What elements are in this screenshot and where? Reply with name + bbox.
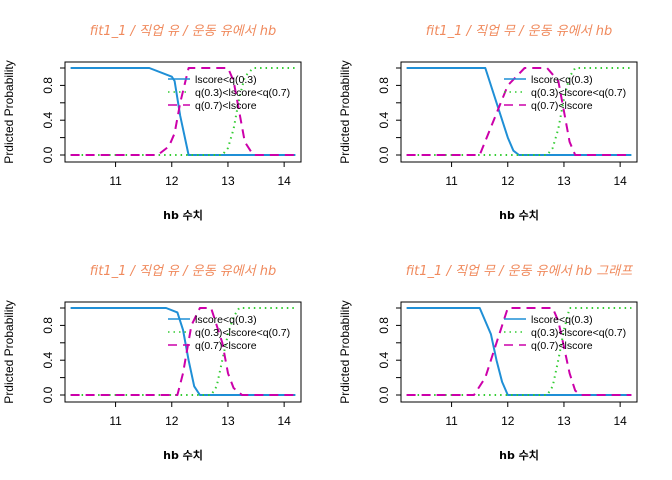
legend-label-1: lscore<q(0.3): [531, 314, 593, 326]
series-line-2: [406, 307, 632, 396]
series-line-3: [406, 67, 632, 156]
x-tick-label: 12: [165, 174, 179, 188]
series-line-2: [70, 67, 296, 156]
x-tick-label: 13: [221, 174, 235, 188]
x-tick-label: 11: [445, 174, 458, 188]
x-tick-label: 14: [277, 174, 291, 188]
series-line-3: [70, 307, 296, 396]
x-tick-label: 12: [501, 414, 515, 428]
legend-label-2: q(0.3)<lscore<q(0.7): [195, 87, 290, 99]
legend-label-1: lscore<q(0.3): [195, 74, 257, 86]
chart-title: fit1_1 / 직업 무 / 운동 유에서 hb: [426, 24, 612, 39]
series-line-1: [406, 67, 632, 156]
legend-label-3: q(0.7)<lscore: [531, 100, 593, 112]
x-tick-label: 11: [445, 414, 458, 428]
x-tick-label: 14: [613, 174, 627, 188]
legend-label-2: q(0.3)<lscore<q(0.7): [531, 87, 626, 99]
chart-title: fit1_1 / 직업 유 / 운동 유에서 hb: [90, 24, 276, 39]
y-axis-label: Prdicted Probability: [338, 60, 352, 163]
legend-label-3: q(0.7)<lscore: [531, 340, 593, 352]
x-tick-label: 11: [109, 414, 122, 428]
series-line-2: [70, 307, 296, 396]
y-tick-label: 0.0: [41, 146, 55, 163]
y-tick-label: 0.4: [377, 112, 391, 129]
chart-title: fit1_1 / 직업 유 / 운동 유에서 hb: [90, 264, 276, 279]
legend-label-1: lscore<q(0.3): [531, 74, 593, 86]
y-tick-label: 0.8: [377, 317, 391, 334]
y-tick-label: 0.0: [41, 386, 55, 403]
y-tick-label: 0.8: [41, 317, 55, 334]
x-tick-label: 13: [557, 174, 571, 188]
y-tick-label: 0.4: [41, 352, 55, 369]
y-tick-label: 0.0: [377, 386, 391, 403]
legend-label-3: q(0.7)<lscore: [195, 100, 257, 112]
chart-title: fit1_1 / 직업 무 / 운동 유에서 hb 그래프: [406, 264, 633, 279]
y-tick-label: 0.4: [41, 112, 55, 129]
x-axis-label: hb 수치: [163, 208, 203, 222]
plot-frame: [400, 61, 638, 163]
plot-frame: [400, 301, 638, 403]
series-line-3: [70, 67, 296, 156]
chart-panel-1: fit1_1 / 직업 유 / 운동 유에서 hb 0.0 0.4 0.8 11 12 13…: [2, 24, 302, 222]
y-tick-label: 0.4: [377, 352, 391, 369]
x-tick-label: 11: [109, 174, 122, 188]
x-axis-label: hb 수치: [499, 208, 539, 222]
series-line-2: [406, 67, 632, 156]
x-axis-label: hb 수치: [163, 448, 203, 462]
y-axis-label: Prdicted Probability: [338, 300, 352, 403]
plot-frame: [64, 61, 302, 163]
x-tick-label: 13: [221, 414, 235, 428]
y-axis-label: Prdicted Probability: [2, 300, 16, 403]
x-tick-label: 12: [165, 414, 179, 428]
legend-label-2: q(0.3)<lscore<q(0.7): [195, 327, 290, 339]
legend-label-3: q(0.7)<lscore: [195, 340, 257, 352]
y-tick-label: 0.8: [41, 77, 55, 94]
series-line-1: [70, 67, 296, 156]
series-line-3: [406, 307, 632, 396]
y-tick-label: 0.0: [377, 146, 391, 163]
series-line-1: [406, 307, 632, 396]
x-tick-label: 14: [277, 414, 291, 428]
chart-panel-3: fit1_1 / 직업 유 / 운동 유에서 hb 0.0 0.4 0.8 11 12 13…: [2, 264, 302, 462]
legend-label-1: lscore<q(0.3): [195, 314, 257, 326]
x-tick-label: 13: [557, 414, 571, 428]
y-axis-label: Prdicted Probability: [2, 60, 16, 163]
legend-label-2: q(0.3)<lscore<q(0.7): [531, 327, 626, 339]
y-tick-label: 0.8: [377, 77, 391, 94]
series-line-1: [70, 307, 296, 396]
chart-panel-2: fit1_1 / 직업 무 / 운동 유에서 hb 0.0 0.4 0.8 11 12 13…: [338, 24, 638, 222]
x-tick-label: 14: [613, 414, 627, 428]
chart-panel-4: fit1_1 / 직업 무 / 운동 유에서 hb 그래프 0.0 0.4 0.8 11…: [338, 264, 638, 462]
x-tick-label: 12: [501, 174, 515, 188]
x-axis-label: hb 수치: [499, 448, 539, 462]
plot-frame: [64, 301, 302, 403]
